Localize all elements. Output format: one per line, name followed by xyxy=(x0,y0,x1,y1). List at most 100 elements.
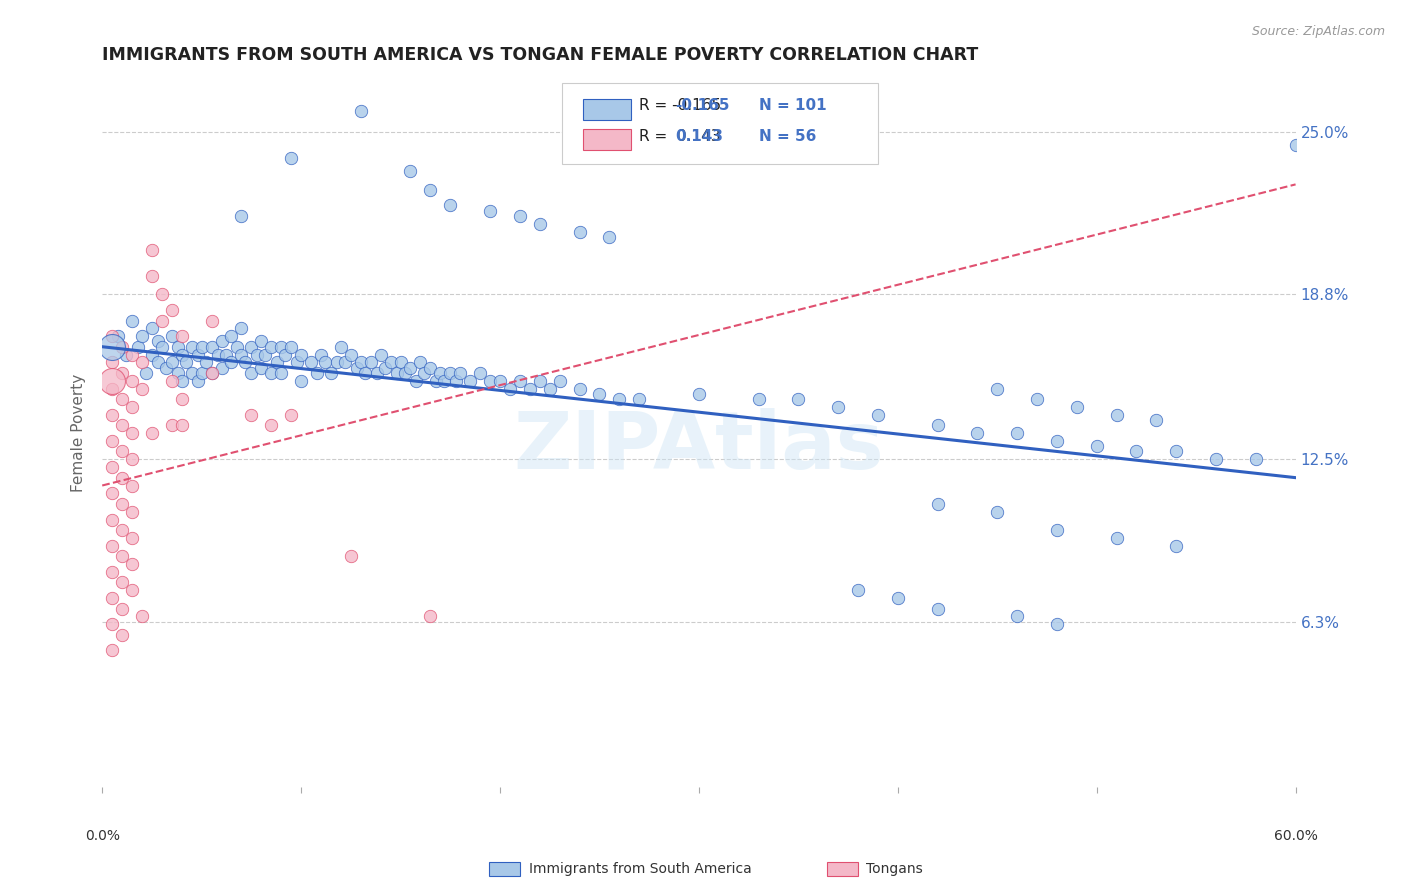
Point xyxy=(519,382,541,396)
Point xyxy=(1005,426,1028,441)
Point xyxy=(394,366,416,380)
Point xyxy=(101,486,124,500)
Point xyxy=(285,355,308,369)
Text: Tongans: Tongans xyxy=(866,862,922,876)
Point xyxy=(340,549,363,564)
Point xyxy=(101,355,124,369)
Point xyxy=(101,539,124,553)
Point xyxy=(190,340,212,354)
Point xyxy=(170,374,193,388)
Point xyxy=(399,164,422,178)
Point xyxy=(146,334,169,349)
Point xyxy=(887,591,910,606)
Point xyxy=(449,366,471,380)
Point xyxy=(260,366,283,380)
Point xyxy=(240,408,263,422)
Point xyxy=(419,360,441,375)
Point xyxy=(187,348,209,362)
Point xyxy=(166,366,188,380)
Point xyxy=(280,408,302,422)
Point xyxy=(290,374,312,388)
Point xyxy=(201,366,224,380)
Point xyxy=(160,329,183,343)
Point xyxy=(121,452,143,467)
Point xyxy=(254,348,277,362)
Point xyxy=(111,628,134,642)
Point xyxy=(568,382,591,396)
Point xyxy=(1005,609,1028,624)
Point xyxy=(827,400,849,414)
Point xyxy=(111,497,134,511)
Point xyxy=(274,348,297,362)
Point xyxy=(170,392,193,406)
Point xyxy=(180,366,202,380)
Point xyxy=(111,418,134,433)
Text: 0.0%: 0.0% xyxy=(84,829,120,843)
Point xyxy=(111,340,134,354)
Point xyxy=(479,203,502,218)
Point xyxy=(607,392,630,406)
Point xyxy=(246,348,269,362)
Point xyxy=(439,198,461,212)
Point xyxy=(111,601,134,615)
Point xyxy=(380,355,402,369)
Point xyxy=(150,287,173,301)
Point xyxy=(326,355,349,369)
Point xyxy=(150,340,173,354)
Point xyxy=(333,355,356,369)
Text: Source: ZipAtlas.com: Source: ZipAtlas.com xyxy=(1251,25,1385,38)
Point xyxy=(350,355,373,369)
Point xyxy=(529,217,551,231)
Point xyxy=(101,329,124,343)
Point xyxy=(927,601,949,615)
Point xyxy=(270,340,292,354)
Point xyxy=(280,340,302,354)
Point xyxy=(846,583,869,598)
Point xyxy=(141,426,163,441)
Point xyxy=(1046,434,1069,448)
Point xyxy=(231,348,253,362)
Point xyxy=(290,348,312,362)
Point xyxy=(1284,138,1306,153)
Point xyxy=(353,366,375,380)
Point xyxy=(170,329,193,343)
Point xyxy=(127,340,149,354)
Y-axis label: Female Poverty: Female Poverty xyxy=(72,374,86,492)
Point xyxy=(966,426,988,441)
Point xyxy=(107,329,129,343)
Point xyxy=(166,340,188,354)
Point xyxy=(429,366,451,380)
Point xyxy=(588,387,610,401)
Point xyxy=(201,313,224,327)
Text: R =  0.143: R = 0.143 xyxy=(640,128,721,144)
Point xyxy=(927,418,949,433)
Point xyxy=(529,374,551,388)
Point xyxy=(150,313,173,327)
Point xyxy=(174,355,197,369)
Point xyxy=(155,360,177,375)
Point xyxy=(270,366,292,380)
Point xyxy=(194,355,217,369)
Point xyxy=(1105,408,1128,422)
Text: 60.0%: 60.0% xyxy=(1274,829,1317,843)
Text: -0.165: -0.165 xyxy=(675,98,730,113)
Point xyxy=(986,505,1008,519)
Text: N = 101: N = 101 xyxy=(759,98,827,113)
Point xyxy=(135,366,157,380)
Point xyxy=(111,444,134,458)
Point xyxy=(231,321,253,335)
Point xyxy=(121,313,143,327)
Point xyxy=(748,392,770,406)
Point xyxy=(1166,444,1188,458)
Point xyxy=(419,609,441,624)
Point xyxy=(101,591,124,606)
Point xyxy=(131,609,153,624)
Text: Immigrants from South America: Immigrants from South America xyxy=(529,862,751,876)
Point xyxy=(211,360,233,375)
FancyBboxPatch shape xyxy=(561,83,877,164)
Point xyxy=(115,348,138,362)
Text: IMMIGRANTS FROM SOUTH AMERICA VS TONGAN FEMALE POVERTY CORRELATION CHART: IMMIGRANTS FROM SOUTH AMERICA VS TONGAN … xyxy=(103,46,979,64)
Point xyxy=(235,355,257,369)
Point xyxy=(121,348,143,362)
Point xyxy=(121,505,143,519)
